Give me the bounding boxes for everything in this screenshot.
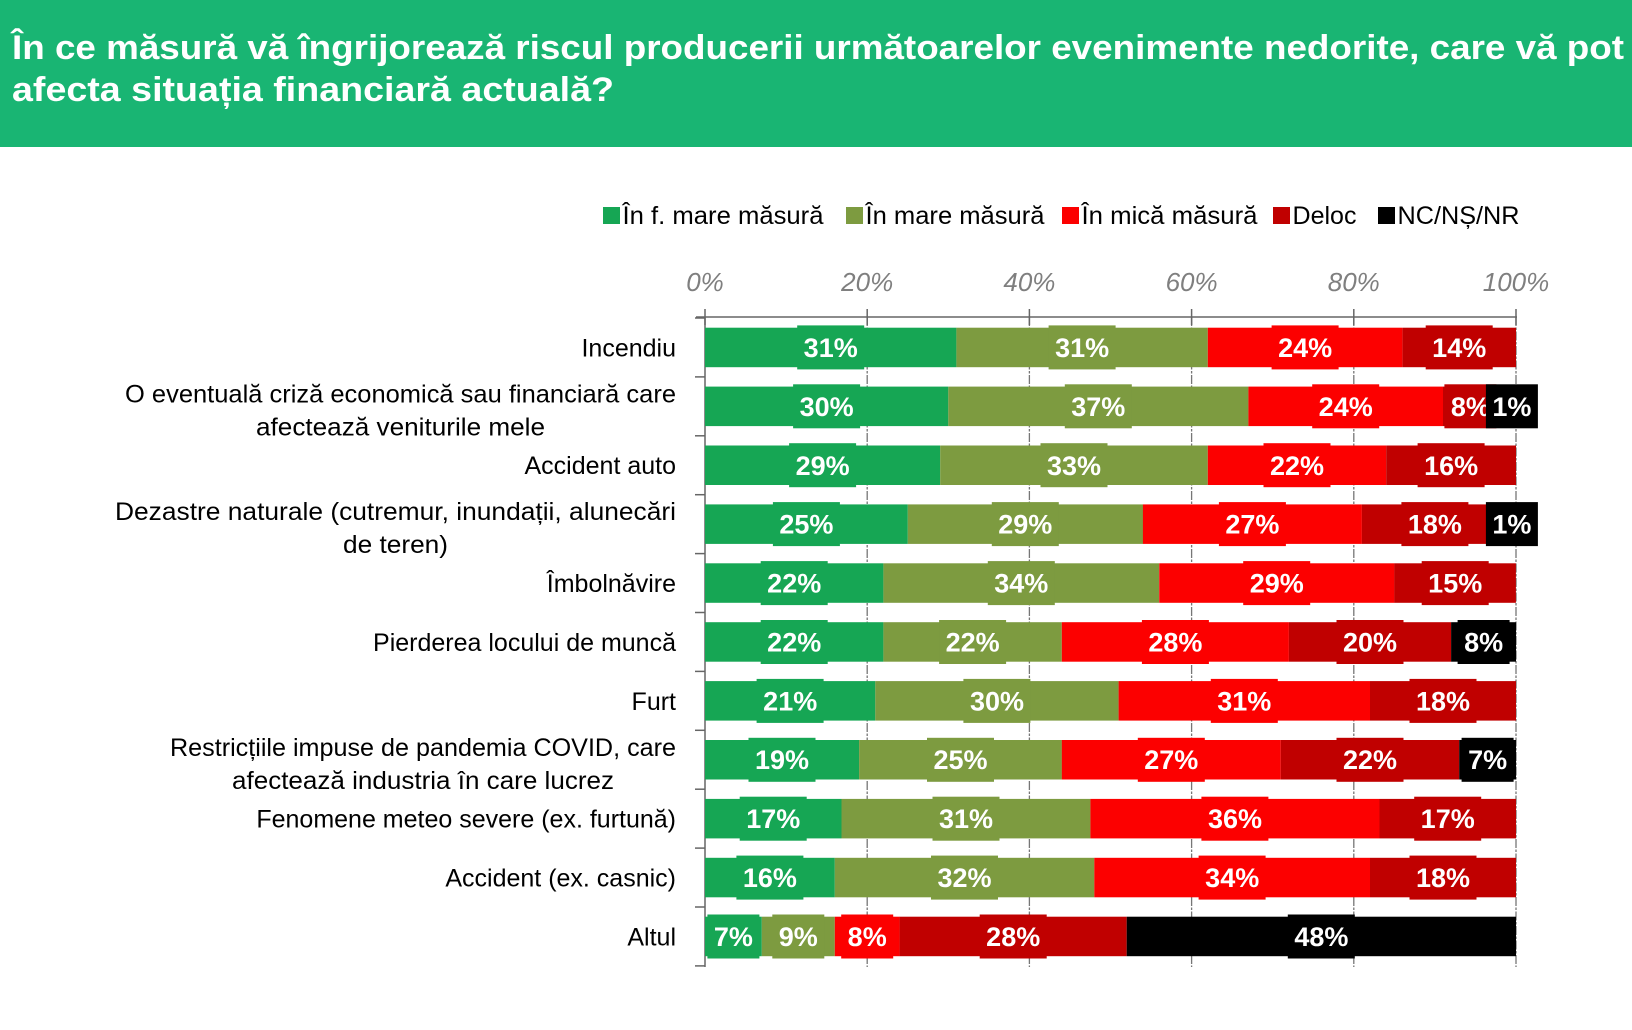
svg-text:18%: 18% xyxy=(1416,863,1470,893)
svg-text:Restricțiile impuse de pandemi: Restricțiile impuse de pandemia COVID, c… xyxy=(170,734,676,762)
svg-text:afectează veniturile mele: afectează veniturile mele xyxy=(256,413,545,441)
svg-text:În mare măsură: În mare măsură xyxy=(864,201,1044,230)
svg-text:29%: 29% xyxy=(1250,569,1304,599)
svg-text:17%: 17% xyxy=(746,804,800,834)
svg-text:24%: 24% xyxy=(1319,392,1373,422)
svg-text:Accident auto: Accident auto xyxy=(525,452,677,480)
svg-text:O eventuală criză economică sa: O eventuală criză economică sau financia… xyxy=(125,380,676,408)
svg-text:Deloc: Deloc xyxy=(1293,202,1357,230)
svg-text:afectează industria în care lu: afectează industria în care lucrez xyxy=(232,767,614,795)
svg-text:27%: 27% xyxy=(1144,745,1198,775)
svg-text:8%: 8% xyxy=(1464,628,1503,658)
svg-text:16%: 16% xyxy=(1424,451,1478,481)
svg-text:29%: 29% xyxy=(998,510,1052,540)
svg-text:8%: 8% xyxy=(1451,392,1490,422)
svg-text:32%: 32% xyxy=(937,863,991,893)
svg-text:În mică măsură: În mică măsură xyxy=(1080,201,1257,230)
svg-text:25%: 25% xyxy=(779,510,833,540)
svg-text:1%: 1% xyxy=(1492,510,1531,540)
svg-text:Îmbolnăvire: Îmbolnăvire xyxy=(546,569,676,598)
svg-text:20%: 20% xyxy=(840,267,893,297)
svg-text:28%: 28% xyxy=(1148,628,1202,658)
svg-text:Fenomene meteo severe (ex. fur: Fenomene meteo severe (ex. furtună) xyxy=(256,806,676,834)
svg-text:80%: 80% xyxy=(1328,267,1380,297)
svg-text:22%: 22% xyxy=(946,628,1000,658)
svg-text:48%: 48% xyxy=(1294,922,1348,952)
svg-text:19%: 19% xyxy=(755,745,809,775)
svg-text:22%: 22% xyxy=(1343,745,1397,775)
svg-text:31%: 31% xyxy=(804,333,858,363)
svg-text:22%: 22% xyxy=(767,628,821,658)
svg-text:Incendiu: Incendiu xyxy=(581,334,676,362)
svg-text:8%: 8% xyxy=(848,922,887,952)
svg-text:21%: 21% xyxy=(763,686,817,716)
svg-text:În f. mare măsură: În f. mare măsură xyxy=(621,201,823,230)
svg-text:Furt: Furt xyxy=(632,688,677,716)
svg-text:37%: 37% xyxy=(1071,392,1125,422)
svg-text:17%: 17% xyxy=(1421,804,1475,834)
svg-text:Dezastre naturale (cutremur, i: Dezastre naturale (cutremur, inundații, … xyxy=(115,498,676,526)
svg-text:Pierderea locului de muncă: Pierderea locului de muncă xyxy=(373,629,676,657)
svg-text:34%: 34% xyxy=(1205,863,1259,893)
svg-text:18%: 18% xyxy=(1416,686,1470,716)
svg-text:7%: 7% xyxy=(1468,745,1507,775)
svg-text:25%: 25% xyxy=(933,745,987,775)
svg-text:30%: 30% xyxy=(970,686,1024,716)
svg-text:27%: 27% xyxy=(1225,510,1279,540)
svg-text:În ce măsură vă îngrijorează r: În ce măsură vă îngrijorează riscul prod… xyxy=(10,29,1624,67)
svg-text:14%: 14% xyxy=(1432,333,1486,363)
svg-text:34%: 34% xyxy=(994,569,1048,599)
svg-text:36%: 36% xyxy=(1208,804,1262,834)
svg-text:100%: 100% xyxy=(1483,267,1550,297)
svg-text:NC/NȘ/NR: NC/NȘ/NR xyxy=(1398,202,1520,230)
svg-text:31%: 31% xyxy=(939,804,993,834)
svg-text:7%: 7% xyxy=(714,922,753,952)
svg-text:15%: 15% xyxy=(1428,569,1482,599)
svg-text:afecta situația financiară act: afecta situația financiară actuală? xyxy=(12,71,614,109)
svg-text:24%: 24% xyxy=(1278,333,1332,363)
svg-text:Accident (ex. casnic): Accident (ex. casnic) xyxy=(445,865,676,893)
svg-text:60%: 60% xyxy=(1166,267,1218,297)
svg-text:de teren): de teren) xyxy=(343,531,448,559)
svg-text:22%: 22% xyxy=(1270,451,1324,481)
svg-text:31%: 31% xyxy=(1217,686,1271,716)
svg-text:9%: 9% xyxy=(779,922,818,952)
svg-text:31%: 31% xyxy=(1055,333,1109,363)
svg-text:22%: 22% xyxy=(767,569,821,599)
svg-text:30%: 30% xyxy=(800,392,854,422)
svg-text:40%: 40% xyxy=(1003,267,1055,297)
svg-text:28%: 28% xyxy=(986,922,1040,952)
svg-text:16%: 16% xyxy=(743,863,797,893)
svg-text:1%: 1% xyxy=(1492,392,1531,422)
svg-text:20%: 20% xyxy=(1343,628,1397,658)
svg-text:0%: 0% xyxy=(686,267,724,297)
svg-text:18%: 18% xyxy=(1408,510,1462,540)
svg-text:Altul: Altul xyxy=(627,924,676,952)
svg-text:29%: 29% xyxy=(796,451,850,481)
svg-text:33%: 33% xyxy=(1047,451,1101,481)
